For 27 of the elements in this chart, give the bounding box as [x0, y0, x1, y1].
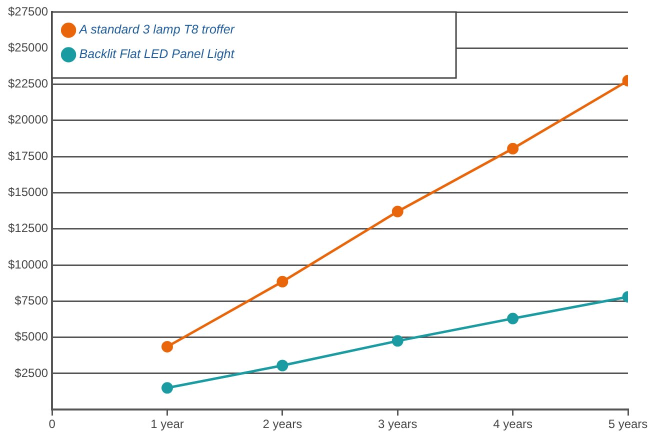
legend-label: Backlit Flat LED Panel Light	[79, 47, 235, 62]
point	[392, 206, 404, 218]
x-tick-label: 0	[48, 417, 56, 432]
y-tick-label: $22500	[8, 76, 48, 91]
y-tick-label: $5000	[14, 330, 48, 344]
point	[276, 276, 288, 288]
point	[507, 312, 519, 324]
x-tick-label: 2 years	[262, 417, 302, 432]
y-tick-label: $7500	[14, 293, 48, 308]
y-tick-label: $27500	[8, 4, 48, 18]
point	[161, 382, 173, 394]
x-tick-label: 4 years	[493, 417, 532, 432]
x-tick-label: 5 years	[608, 417, 648, 432]
x-tick-label: 3 years	[378, 417, 418, 432]
point	[276, 360, 288, 372]
x-tick-label: 1 year	[150, 417, 184, 432]
y-tick-label: $2500	[14, 366, 48, 380]
y-tick-label: $12500	[8, 221, 48, 236]
legend-label: A standard 3 lamp T8 troffer	[78, 22, 236, 37]
y-tick-label: $17500	[8, 148, 48, 163]
point	[392, 335, 404, 347]
y-tick-label: $10000	[8, 257, 48, 272]
point	[507, 142, 519, 154]
y-tick-label: $25000	[8, 40, 48, 54]
y-tick-label: $20000	[8, 112, 48, 127]
y-tick-label: $15000	[8, 185, 48, 200]
point	[161, 340, 173, 352]
